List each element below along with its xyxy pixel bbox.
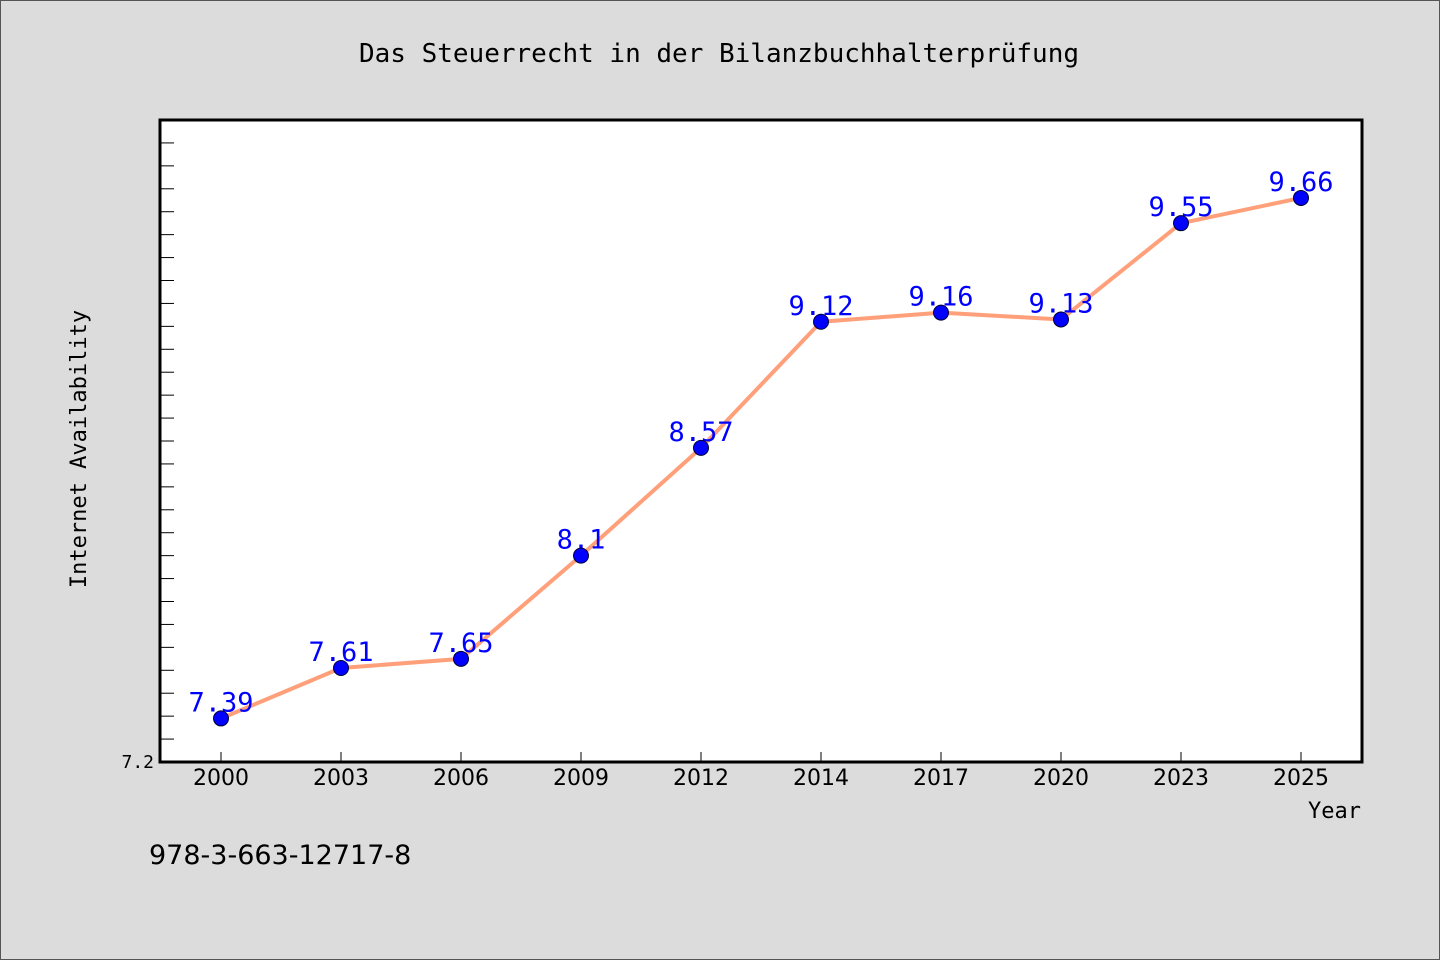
y-axis-label: Internet Availability: [67, 310, 92, 588]
x-tick-label: 2020: [1033, 766, 1089, 791]
x-tick-label: 2003: [313, 766, 369, 791]
y-axis-ticks: [160, 142, 174, 740]
x-axis-tick-labels: 2000 2003 2006 2009 2012 2014 2017 2020 2023 2025: [193, 766, 1329, 791]
data-point-marker: [573, 547, 589, 564]
series-line: [219, 195, 1303, 721]
footer-isbn: 978-3-663-12717-8: [149, 840, 411, 871]
x-tick-label: 2012: [673, 766, 729, 791]
data-point-marker: [333, 659, 349, 676]
x-tick-label: 2025: [1273, 766, 1329, 791]
data-point-marker: [453, 650, 469, 667]
x-axis-label: Year: [1308, 799, 1361, 824]
x-tick-label: 2017: [913, 766, 969, 791]
x-tick-label: 2000: [193, 766, 249, 791]
data-point-marker: [693, 439, 709, 456]
x-tick-label: 2006: [433, 766, 489, 791]
series-layer: [219, 195, 1303, 721]
y-axis-tick-labels: 7.2: [121, 752, 154, 773]
data-point-marker: [1053, 311, 1069, 328]
data-point-marker: [813, 313, 829, 330]
x-tick-label: 2023: [1153, 766, 1209, 791]
data-point-marker: [1293, 189, 1309, 206]
x-tick-label: 2009: [553, 766, 609, 791]
chart-title: Das Steuerrecht in der Bilanzbuchhalterp…: [359, 39, 1079, 69]
marker-layer: [213, 189, 1309, 727]
x-tick-label: 2014: [793, 766, 849, 791]
data-point-marker: [1173, 215, 1189, 232]
plot-area: [158, 118, 1364, 764]
data-point-marker: [933, 304, 949, 321]
y-tick-label: 7.2: [121, 752, 154, 773]
data-point-marker: [213, 710, 229, 727]
x-axis-ticks: [220, 752, 1302, 762]
